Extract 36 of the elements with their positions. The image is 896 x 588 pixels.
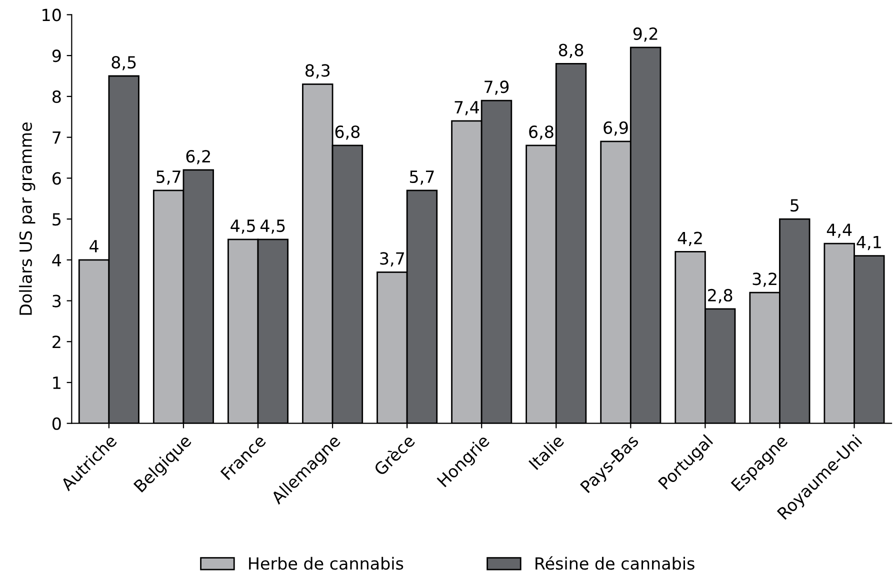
y-tick-label: 4 [52,254,62,266]
data-label: 9,2 [633,27,658,42]
y-tick-label: 5 [52,213,60,226]
data-label: 4,5 [230,220,255,234]
y-axis-title: Dollars US par gramme [19,122,36,315]
data-label: 7,4 [454,101,480,116]
legend-label: Herbe de cannabis [249,556,404,570]
data-label: 5,7 [410,170,434,185]
data-label: 2,8 [708,288,732,304]
y-tick-label: 6 [52,172,61,185]
data-label: 3,2 [752,272,776,287]
y-tick-label: 1 [53,376,60,389]
data-label: 4,5 [260,220,285,234]
data-label: 8,5 [112,56,136,70]
data-label: 4,4 [826,224,852,238]
legend-label: Résine de cannabis [536,556,694,570]
y-tick-label: 3 [52,294,61,308]
data-label: 8,8 [558,44,584,58]
y-tick-label: 7 [52,131,61,144]
data-label: 4,1 [856,236,881,250]
data-label: 3,7 [380,252,404,266]
y-tick-label: 10 [42,8,61,22]
data-label: 5,7 [156,170,180,185]
data-label: 4,2 [678,232,702,246]
data-label: 6,8 [529,125,554,140]
data-label: 6,9 [604,121,628,136]
data-label: 6,8 [335,125,360,140]
y-tick-label: 9 [52,50,61,62]
y-tick-label: 2 [52,336,60,348]
data-label: 4 [90,240,98,252]
data-label: 6,2 [186,150,210,164]
data-label: 8,3 [306,64,330,78]
y-tick-label: 0 [52,417,61,430]
y-tick-label: 8 [52,90,61,103]
data-label: 7,9 [484,80,509,95]
data-label: 5 [790,199,798,212]
